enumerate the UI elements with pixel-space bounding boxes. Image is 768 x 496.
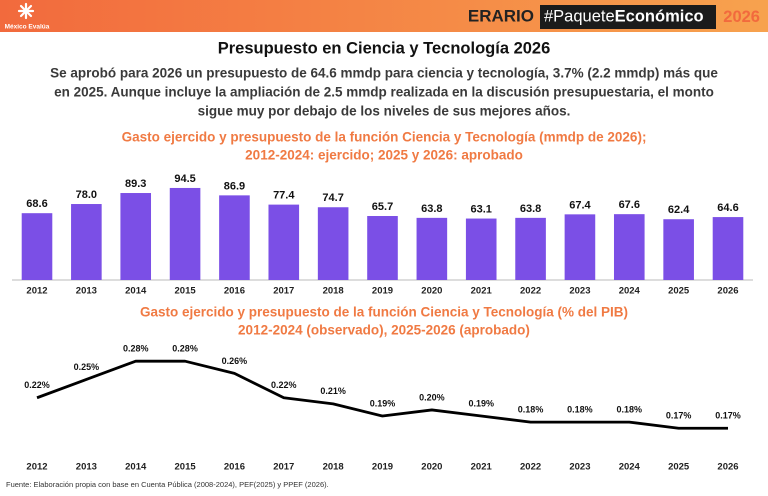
x-tick-label: 2017 xyxy=(273,462,294,473)
chart-title: 2012-2024 (observado), 2025-2026 (aproba… xyxy=(238,323,530,338)
value-label: 86.9 xyxy=(224,180,245,192)
x-tick-label: 2020 xyxy=(421,462,442,473)
value-label: 0.28% xyxy=(123,344,149,354)
value-label: 0.22% xyxy=(271,380,297,390)
brand: México Evalúa xyxy=(5,24,50,31)
value-label: 0.28% xyxy=(172,344,198,354)
x-tick-label: 2021 xyxy=(471,462,493,473)
value-label: 68.6 xyxy=(26,198,47,210)
value-label: 64.6 xyxy=(717,202,738,214)
x-tick-label: 2013 xyxy=(76,462,97,473)
x-tick-label: 2015 xyxy=(175,462,197,473)
value-label: 77.4 xyxy=(273,190,295,202)
x-tick-label: 2016 xyxy=(224,462,245,473)
header-year: 2026 xyxy=(723,8,760,26)
value-label: 67.4 xyxy=(569,199,591,211)
summary-line: Se aprobó para 2026 un presupuesto de 64… xyxy=(50,66,718,81)
value-label: 89.3 xyxy=(125,178,146,190)
x-tick-label: 2024 xyxy=(619,462,641,473)
value-label: 63.8 xyxy=(421,203,442,215)
bar xyxy=(219,195,250,280)
value-label: 62.4 xyxy=(668,204,690,216)
value-label: 94.5 xyxy=(174,173,195,185)
erario: ERARIO xyxy=(468,6,534,25)
value-label: 63.8 xyxy=(520,203,541,215)
bar xyxy=(317,207,349,280)
value-label: 67.6 xyxy=(619,199,640,211)
x-tick-label: 2018 xyxy=(323,286,344,297)
bar xyxy=(564,214,596,280)
chart-title: Gasto ejercido y presupuesto de la funci… xyxy=(122,130,647,145)
bar xyxy=(712,217,744,280)
x-tick-label: 2020 xyxy=(421,286,442,297)
value-label: 0.17% xyxy=(666,411,692,421)
x-tick-label: 2023 xyxy=(569,462,590,473)
x-tick-label: 2021 xyxy=(471,286,493,297)
x-tick-label: 2025 xyxy=(668,286,690,297)
x-tick-label: 2013 xyxy=(76,286,97,297)
value-label: 0.18% xyxy=(567,405,593,415)
x-tick-label: 2025 xyxy=(668,462,690,473)
line xyxy=(36,359,728,430)
value-label: 0.18% xyxy=(617,405,643,415)
value-label: 0.20% xyxy=(419,392,445,402)
bar xyxy=(169,187,201,280)
bar xyxy=(367,216,398,280)
hashtag-box xyxy=(540,5,716,29)
x-tick-label: 2014 xyxy=(125,286,147,297)
value-label: 0.17% xyxy=(715,411,741,421)
hashtag-bold: Económico xyxy=(615,8,704,26)
value-label: 74.7 xyxy=(322,192,343,204)
value-label: 0.22% xyxy=(24,380,50,390)
bar xyxy=(71,204,102,280)
x-tick-label: 2016 xyxy=(224,286,245,297)
bar xyxy=(663,219,694,280)
summary-line: sigue muy por debajo de los niveles de s… xyxy=(198,104,571,119)
source: Fuente: Elaboración propia con base en C… xyxy=(6,480,329,489)
page-title: Presupuesto en Ciencia y Tecnología 2026 xyxy=(218,39,551,57)
value-label: 63.1 xyxy=(471,203,492,215)
bar xyxy=(21,213,53,280)
x-tick-label: 2026 xyxy=(717,462,738,473)
value-label: 78.0 xyxy=(76,189,97,201)
hashtag-part: #Paquete xyxy=(544,8,615,26)
bar xyxy=(416,217,448,280)
x-tick-label: 2019 xyxy=(372,286,393,297)
logo xyxy=(17,2,35,20)
chart-title: 2012-2024: ejercido; 2025 y 2026: aproba… xyxy=(245,148,523,163)
chart-title: Gasto ejercido y presupuesto de la funci… xyxy=(140,305,628,320)
x-tick-label: 2015 xyxy=(175,286,197,297)
x-tick-label: 2022 xyxy=(520,462,541,473)
x-tick-label: 2012 xyxy=(26,462,47,473)
bar xyxy=(515,217,546,280)
bar xyxy=(613,214,645,280)
x-tick-label: 2023 xyxy=(569,286,590,297)
value-label: 0.21% xyxy=(320,386,346,396)
value-label: 65.7 xyxy=(372,201,393,213)
value-label: 0.19% xyxy=(370,398,396,408)
x-tick-label: 2026 xyxy=(717,286,738,297)
bar xyxy=(465,218,497,280)
x-tick-label: 2024 xyxy=(619,286,641,297)
bar xyxy=(120,193,152,280)
hashtag: #PaqueteEconómico xyxy=(544,8,704,26)
x-tick-label: 2018 xyxy=(323,462,344,473)
x-tick-label: 2014 xyxy=(125,462,147,473)
x-tick-label: 2017 xyxy=(273,286,294,297)
value-label: 0.26% xyxy=(222,356,248,366)
x-tick-label: 2022 xyxy=(520,286,541,297)
value-label: 0.18% xyxy=(518,405,544,415)
bar xyxy=(268,204,300,280)
x-tick-label: 2012 xyxy=(26,286,47,297)
x-tick-label: 2019 xyxy=(372,462,393,473)
value-label: 0.25% xyxy=(74,362,100,372)
summary-line: en 2025. Aunque incluye la ampliación de… xyxy=(54,85,714,100)
value-label: 0.19% xyxy=(468,398,494,408)
